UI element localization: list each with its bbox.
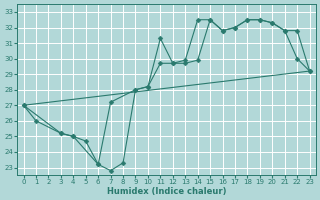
X-axis label: Humidex (Indice chaleur): Humidex (Indice chaleur): [107, 187, 226, 196]
